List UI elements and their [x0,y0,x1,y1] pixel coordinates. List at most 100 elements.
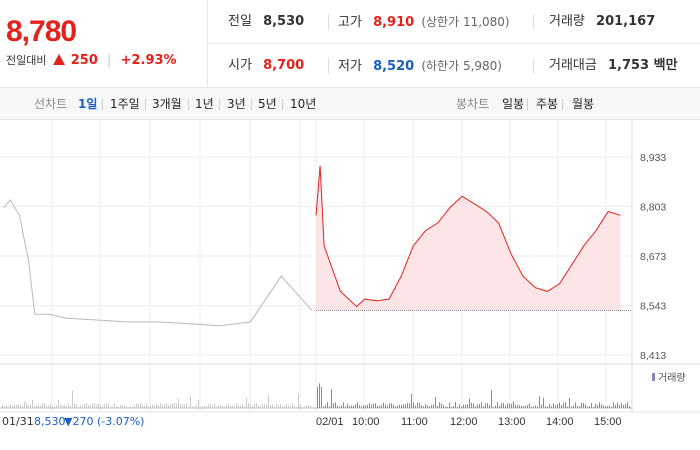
volume-bar [304,406,305,408]
volume-bar [379,405,380,408]
volume-bar [467,404,468,408]
volume-bar [553,403,554,408]
volume-bar [599,402,600,408]
y-tick-label: 8,413 [640,350,666,362]
volume-bar [200,406,201,408]
volume-bar [587,406,588,408]
volume-bar [551,406,552,408]
volume-bar [204,406,205,408]
volume-bar [451,406,452,408]
volume-bar [603,405,604,408]
volume-bar [595,403,596,408]
volume-bar [455,402,456,408]
volume-bar [134,405,135,408]
volume-bar [493,406,494,408]
volume-bar [10,404,11,408]
volume-bar [70,405,71,408]
volume-bar [202,406,203,408]
amount-value: 1,753 백만 [607,58,678,73]
volume-bar [537,406,538,408]
divider [251,99,252,110]
volume-bar [196,404,197,408]
tab-1week[interactable]: 1주일 [110,97,140,111]
volume-bar [415,405,416,408]
volume-bar [559,402,560,408]
volume-bar [321,387,322,408]
tab-10years[interactable]: 10년 [290,97,317,111]
volume-bar [621,402,622,408]
volume-bar [401,405,402,408]
volume-bar [543,397,544,408]
tab-5years[interactable]: 5년 [258,97,277,111]
volume-bar [50,404,51,408]
volume-label: 거래량 [549,14,585,29]
volume-bar [565,402,566,408]
candle-chart-group-label: 봉차트 [456,97,490,111]
volume-bar [110,406,111,408]
volume-bar [627,402,628,408]
volume-bar [238,404,239,408]
volume-bar [441,403,442,408]
volume-bar [335,402,336,408]
volume-bar [24,401,25,408]
volume-bar [575,402,576,408]
price-chart[interactable]: 8,933 8,803 8,673 8,543 8,413 거래량 02/01 10:00 11… [0,120,700,450]
chart-toolbar: 선차트 1일 1주일 3개월 1년 3년 5년 10년 봉차트 일봉 주봉 월봉 [0,88,700,120]
volume-bar [144,405,145,408]
volume-bar [172,403,173,408]
volume-bar [435,397,436,408]
volume-bar [226,405,227,408]
volume-bar [270,405,271,408]
volume-bar [529,403,530,408]
volume-bar [377,405,378,408]
volume-bar [170,404,171,408]
divider [328,58,329,74]
volume-bar [611,406,612,408]
info-row-2: 시가 8,700 저가 8,520 (하한가 5,980) 거래대금 1,753… [208,44,700,88]
volume-bar [495,405,496,408]
volume-bar [122,405,123,408]
tab-1day[interactable]: 1일 [78,97,98,111]
volume-bar [256,403,257,408]
volume-bar [489,405,490,408]
volume-bar [429,406,430,408]
volume-bar [527,405,528,408]
tab-3years[interactable]: 3년 [227,97,246,111]
volume-bar [92,403,93,408]
volume-bar [561,405,562,408]
volume-bar [146,403,147,408]
volume-bar [439,402,440,408]
volume-bar [88,405,89,408]
tab-monthly-candle[interactable]: 월봉 [572,97,595,111]
volume-bar [531,406,532,408]
volume-bar [282,406,283,408]
open-label: 시가 [228,58,252,73]
volume-bar [385,404,386,408]
volume-cell: 거래량 201,167 [549,0,655,44]
amount-label: 거래대금 [549,58,597,73]
volume-bar [198,399,199,408]
volume-bar [563,403,564,408]
tab-1year[interactable]: 1년 [195,97,214,111]
low-value: 8,520 [373,59,415,74]
volume-bar [347,403,348,408]
volume-bar [389,403,390,408]
tab-daily-candle[interactable]: 일봉 [502,97,525,111]
volume-bar [102,406,103,408]
divider [219,99,220,110]
volume-bar [569,397,570,408]
volume-bar [339,406,340,408]
tab-3months[interactable]: 3개월 [152,97,182,111]
tab-weekly-candle[interactable]: 주봉 [536,97,559,111]
volume-bar [407,403,408,408]
volume-bar [234,406,235,408]
volume-bar [481,402,482,408]
volume-bar [399,404,400,408]
volume-bar [345,406,346,408]
volume-bar [463,404,464,408]
price-lines [3,165,632,327]
volume-bar [419,402,420,408]
volume-bar [118,406,119,408]
volume-bar [381,404,382,408]
